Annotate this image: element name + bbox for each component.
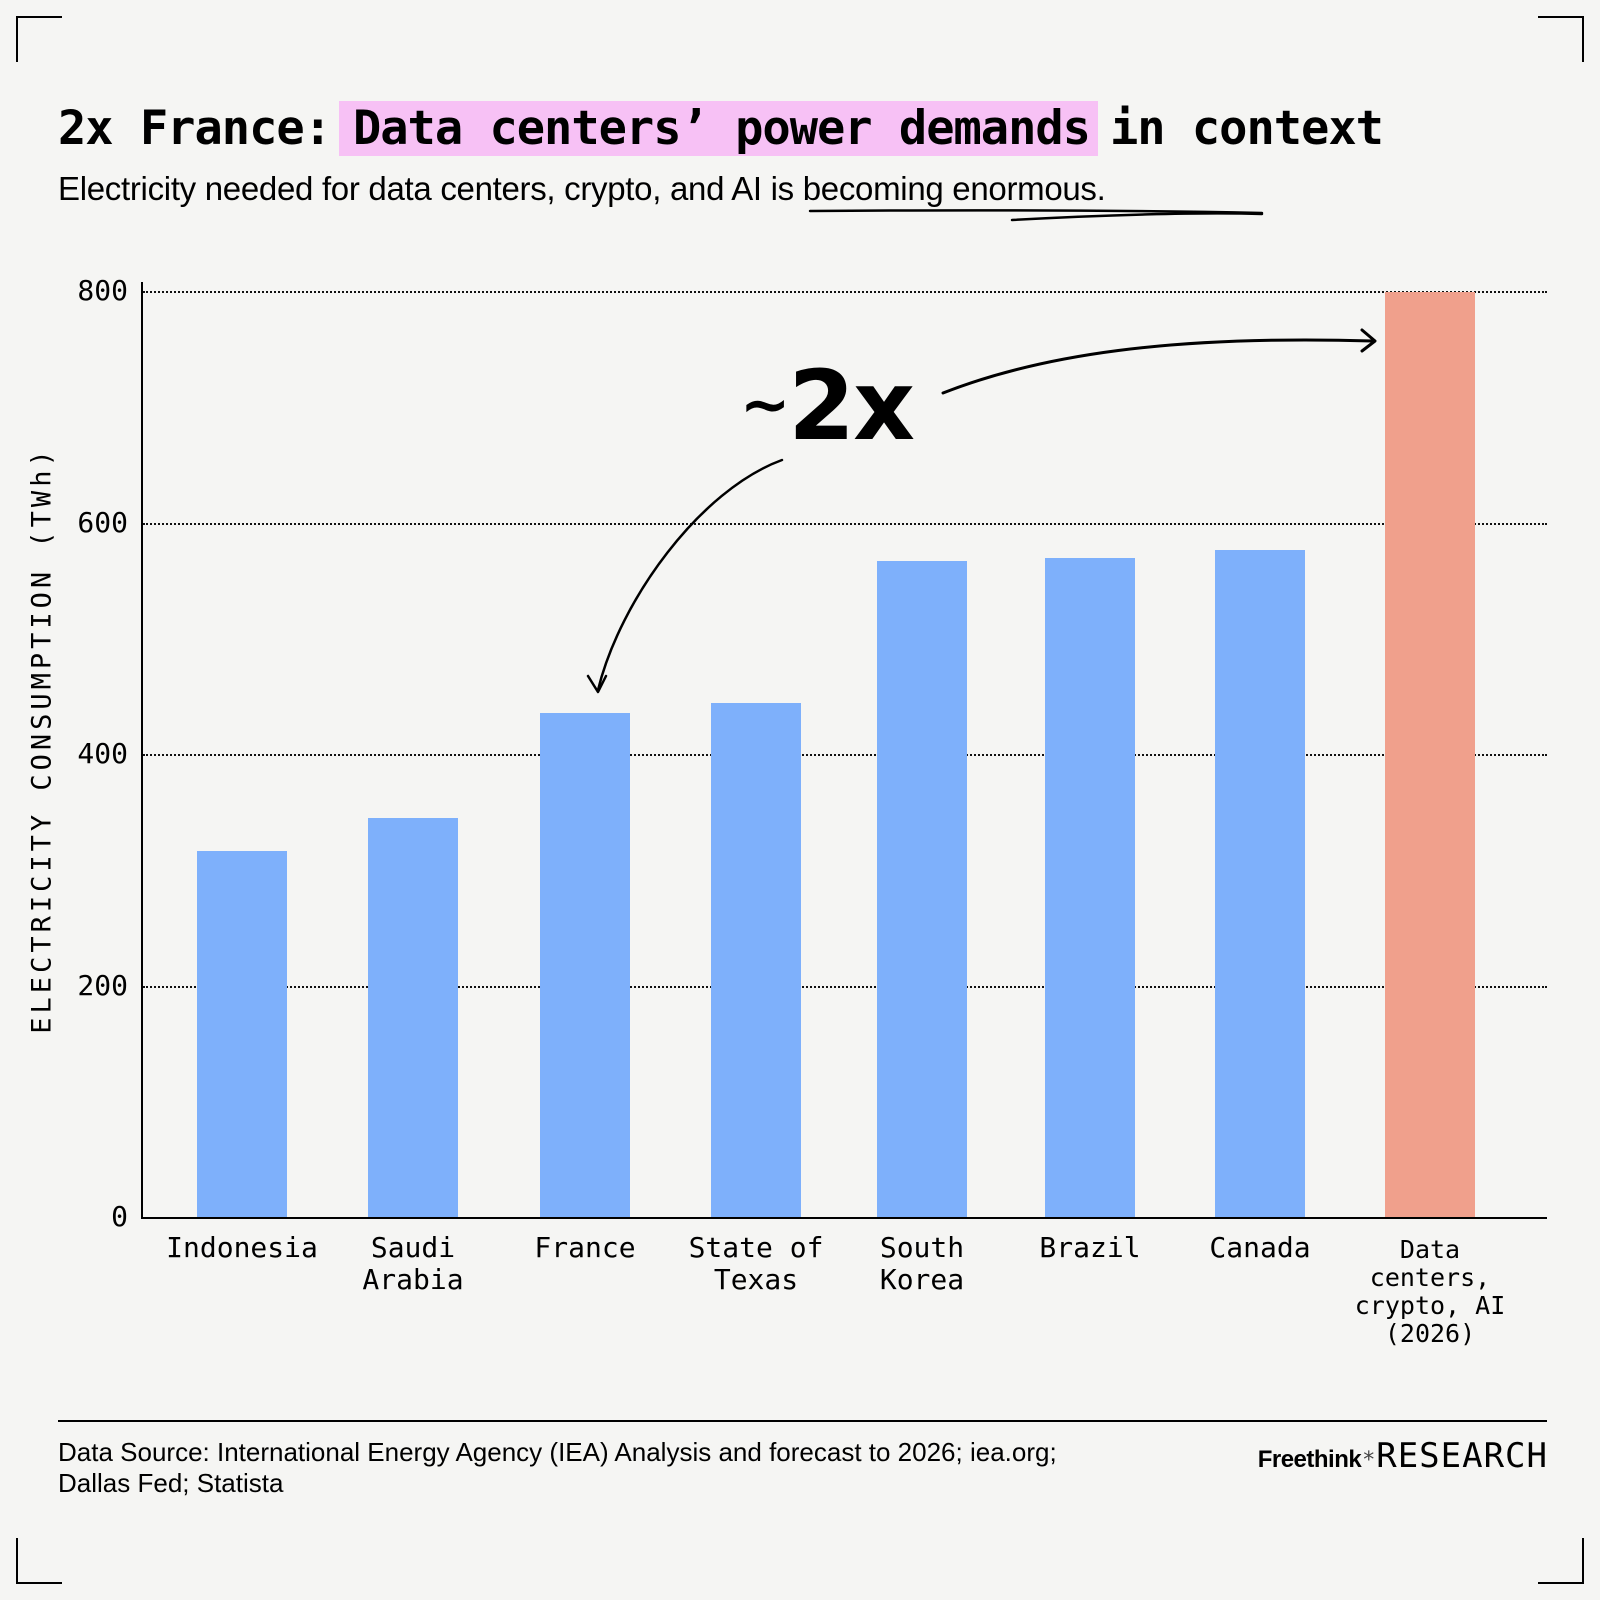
x-tick-label: Saudi Arabia [362, 1231, 464, 1296]
bar-indonesia [197, 851, 287, 1218]
x-tick-label: South Korea [879, 1231, 965, 1296]
title-suffix: in context [1109, 101, 1384, 156]
bar-state-of-texas [711, 702, 801, 1218]
corner-mark-top-left [16, 16, 62, 62]
x-axis [141, 1217, 1547, 1219]
annotation-text: 2x [788, 350, 915, 462]
corner-mark-bottom-left [16, 1538, 62, 1584]
x-tick-label: Brazil [1039, 1231, 1141, 1264]
footer-divider [58, 1420, 1547, 1422]
data-source: Data Source: International Energy Agency… [58, 1437, 1057, 1498]
x-tick-label: Data centers, crypto, AI (2026) [1354, 1235, 1506, 1348]
bar-brazil [1045, 558, 1135, 1218]
gridline-400 [143, 754, 1547, 756]
brand-suffix: RESEARCH [1376, 1436, 1548, 1476]
subtitle-underlined: AI is becoming enormous. [731, 170, 1106, 207]
asterisk-icon: * [1363, 1448, 1375, 1473]
x-tick-label: Canada [1209, 1231, 1311, 1264]
y-tick-label: 0 [111, 1200, 128, 1233]
annotation-tilde: ~ [740, 370, 790, 440]
arrow-to-france-icon [586, 458, 784, 694]
gridline-600 [143, 522, 1547, 525]
corner-mark-top-right [1538, 16, 1584, 62]
bar-saudi-arabia [368, 817, 458, 1218]
two-x-annotation: ~2x [740, 350, 915, 462]
title-highlight: Data centers’ power demands [338, 101, 1098, 156]
hand-drawn-underline [808, 209, 1264, 222]
title-prefix: 2x France: [58, 101, 332, 156]
brand-logo: Freethink * RESEARCH [1258, 1436, 1548, 1476]
bar-data-centers-crypto-ai-2026 [1385, 292, 1475, 1218]
y-tick-label: 200 [77, 968, 128, 1002]
bar-chart: ELECTRICITY CONSUMPTION (TWh) Indonesia S… [27, 274, 1547, 1348]
gridline-200 [143, 985, 1547, 988]
brand-name: Freethink [1257, 1446, 1362, 1473]
y-tick-label: 800 [77, 274, 128, 307]
x-tick-label: State of Texas [688, 1231, 824, 1296]
annotation-arrows [586, 328, 1377, 694]
bar-south-korea [877, 560, 967, 1218]
y-axis [141, 282, 143, 1219]
chart-subtitle: Electricity needed for data centers, cry… [58, 170, 1106, 208]
corner-mark-bottom-right [1538, 1538, 1584, 1584]
arrow-to-data-centers-icon [941, 328, 1377, 395]
x-tick-label: Indonesia [166, 1231, 318, 1264]
y-tick-label: 600 [77, 505, 128, 539]
bar-france [540, 713, 630, 1218]
gridline-800 [143, 291, 1547, 293]
y-tick-label: 400 [77, 737, 128, 770]
chart-title: 2x France: Data centers’ power demands in … [58, 96, 1384, 162]
x-tick-label: France [534, 1231, 636, 1264]
subtitle-plain: Electricity needed for data centers, cry… [58, 170, 732, 207]
bar-canada [1215, 550, 1305, 1218]
